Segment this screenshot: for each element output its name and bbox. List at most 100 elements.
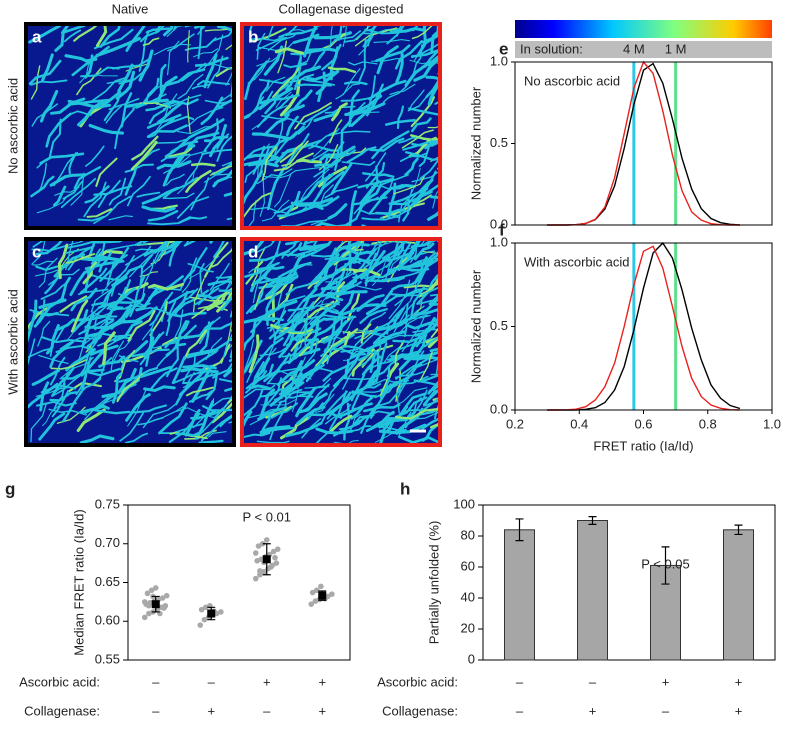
fiber [369, 349, 377, 373]
fiber [173, 369, 207, 384]
fiber [413, 57, 440, 82]
fiber [70, 299, 89, 333]
fiber [242, 431, 271, 439]
sample-point [161, 605, 167, 611]
fiber [68, 152, 77, 175]
fiber [124, 163, 154, 173]
fiber [63, 29, 82, 43]
fiber [84, 367, 121, 377]
fiber [378, 389, 402, 407]
fiber [437, 71, 440, 75]
fiber [49, 391, 78, 402]
fiber [48, 118, 62, 158]
fiber [270, 402, 299, 419]
fiber [260, 388, 288, 398]
fiber [141, 205, 176, 213]
fiber [191, 364, 213, 403]
micrograph [242, 239, 440, 445]
fiber [412, 410, 440, 420]
fiber [349, 324, 370, 360]
panel-label: e [499, 39, 508, 58]
fiber [92, 311, 112, 319]
panel-label: b [248, 27, 258, 46]
fiber [398, 330, 426, 351]
fiber [247, 161, 279, 168]
fiber [259, 388, 276, 420]
fiber [242, 145, 277, 163]
fiber [268, 326, 276, 356]
fiber [398, 340, 418, 371]
fiber [342, 245, 375, 256]
fiber [39, 89, 59, 123]
fiber [185, 341, 229, 357]
condition-sign: – [263, 703, 271, 718]
fiber [392, 333, 428, 343]
fiber [216, 24, 234, 33]
fiber [267, 131, 298, 163]
fiber [248, 334, 260, 374]
fiber [268, 313, 301, 340]
fiber [139, 102, 172, 109]
fiber [27, 348, 50, 358]
fiber [225, 42, 234, 51]
fiber [388, 190, 433, 206]
fiber [223, 191, 234, 197]
fiber [324, 149, 356, 159]
fiber [147, 209, 179, 222]
fiber [430, 325, 440, 338]
fiber [372, 251, 399, 286]
fiber [148, 118, 175, 138]
fiber [209, 262, 230, 291]
panel-label: a [32, 27, 42, 46]
y-tick-label: 0.65 [95, 574, 120, 589]
fiber [145, 100, 177, 112]
fiber [437, 302, 440, 308]
fiber [41, 53, 54, 83]
fiber [391, 278, 421, 291]
fiber [197, 24, 207, 35]
fiber [205, 373, 218, 401]
fiber [384, 118, 416, 126]
fiber [404, 151, 440, 162]
fiber [313, 111, 339, 122]
mean-marker [151, 600, 160, 609]
y-tick-label: 1.0 [490, 53, 508, 68]
y-tick-label: 60 [461, 558, 475, 573]
y-tick-label: 0.75 [95, 496, 120, 511]
fiber [348, 190, 358, 228]
fiber [31, 368, 61, 386]
fiber [273, 306, 286, 344]
condition-sign: – [152, 703, 160, 718]
fiber [273, 152, 314, 172]
fiber [28, 24, 62, 44]
fiber [257, 265, 285, 272]
condition-label: Ascorbic acid: [377, 674, 458, 689]
x-tick-label: 0.2 [506, 416, 524, 431]
fiber [64, 54, 98, 63]
fiber [135, 248, 157, 252]
fiber [349, 255, 391, 284]
y-tick-label: 0.5 [490, 135, 508, 150]
fiber [191, 410, 217, 420]
fiber [286, 289, 316, 322]
fiber [371, 183, 404, 190]
fiber [65, 253, 96, 264]
sample-point [255, 543, 262, 549]
fiber [256, 168, 293, 185]
fiber [272, 120, 284, 162]
fiber [343, 81, 368, 86]
fiber [366, 351, 380, 389]
fiber [184, 409, 201, 437]
fiber [134, 239, 145, 246]
sample-point [257, 571, 263, 578]
fiber [375, 342, 388, 383]
fiber [87, 255, 123, 263]
fiber [33, 297, 65, 328]
fiber [79, 404, 110, 414]
fiber [149, 298, 167, 327]
fiber [98, 355, 126, 368]
fiber [274, 47, 305, 55]
fiber [437, 405, 440, 410]
fiber [249, 286, 265, 314]
fiber [93, 195, 132, 225]
